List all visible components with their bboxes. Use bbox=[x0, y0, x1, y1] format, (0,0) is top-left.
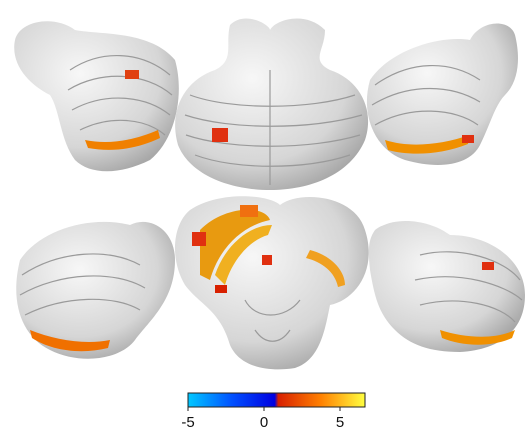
brain-bottom-center bbox=[174, 196, 369, 370]
brain-top-left bbox=[14, 21, 179, 172]
brain-top-right bbox=[366, 23, 518, 166]
brain-top-center bbox=[175, 18, 369, 190]
colorbar-tick-label: 0 bbox=[260, 414, 268, 430]
colorbar-tick-label: -5 bbox=[181, 414, 194, 430]
colorbar bbox=[187, 392, 366, 408]
brain-bottom-right bbox=[368, 220, 525, 352]
brain-bottom-left bbox=[16, 221, 175, 359]
colorbar-tick-label: 5 bbox=[336, 414, 344, 430]
colorbar-ticks: -5 0 5 bbox=[181, 407, 344, 430]
